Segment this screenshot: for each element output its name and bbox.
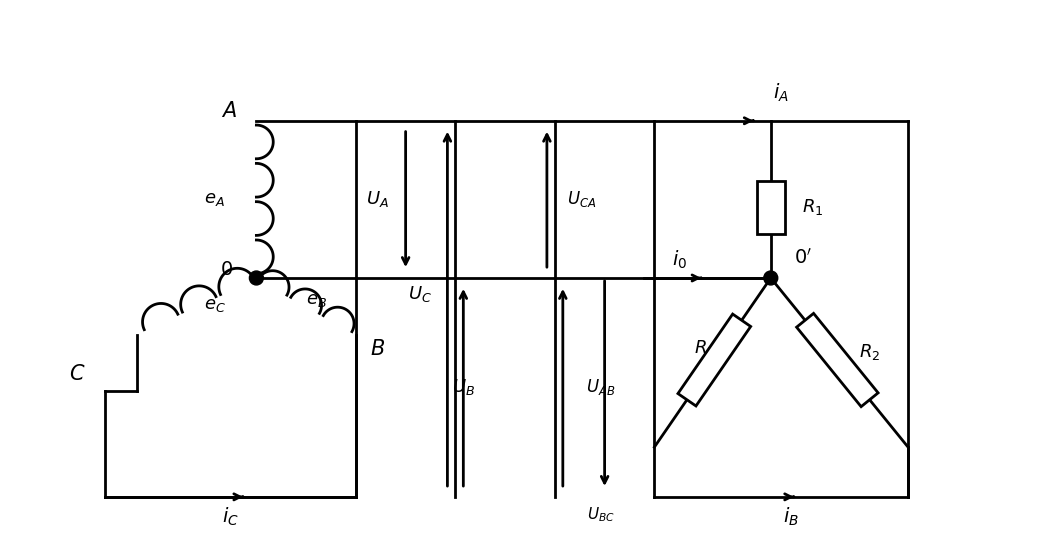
Text: $i_A$: $i_A$: [773, 82, 789, 104]
Text: $R_1$: $R_1$: [802, 197, 824, 217]
Text: $e_B$: $e_B$: [305, 291, 326, 309]
Text: $U_{AB}$: $U_{AB}$: [586, 377, 616, 398]
Text: $R_2$: $R_2$: [859, 342, 880, 362]
Text: $i_B$: $i_B$: [784, 505, 799, 528]
Text: $i_0$: $i_0$: [672, 249, 686, 271]
Text: $0$: $0$: [220, 261, 233, 279]
Text: $e_A$: $e_A$: [204, 190, 225, 208]
Polygon shape: [757, 180, 785, 234]
Text: $A$: $A$: [221, 101, 237, 121]
Polygon shape: [796, 314, 879, 406]
Text: $U_A$: $U_A$: [366, 189, 390, 210]
Text: $U_{BC}$: $U_{BC}$: [587, 505, 615, 524]
Polygon shape: [678, 314, 751, 406]
Text: $e_C$: $e_C$: [204, 296, 226, 314]
Circle shape: [249, 271, 263, 285]
Text: $B$: $B$: [371, 339, 385, 359]
Text: $U_{CA}$: $U_{CA}$: [567, 189, 597, 210]
Text: $0'$: $0'$: [793, 248, 812, 268]
Text: $U_B$: $U_B$: [452, 377, 475, 398]
Text: $R_3$: $R_3$: [694, 338, 715, 358]
Circle shape: [763, 271, 777, 285]
Text: $C$: $C$: [69, 364, 86, 383]
Text: $U_C$: $U_C$: [408, 284, 432, 304]
Text: $i_C$: $i_C$: [222, 505, 239, 528]
